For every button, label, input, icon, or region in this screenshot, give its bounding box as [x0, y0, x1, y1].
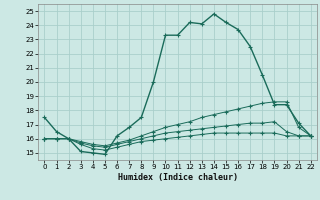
X-axis label: Humidex (Indice chaleur): Humidex (Indice chaleur) [118, 173, 238, 182]
